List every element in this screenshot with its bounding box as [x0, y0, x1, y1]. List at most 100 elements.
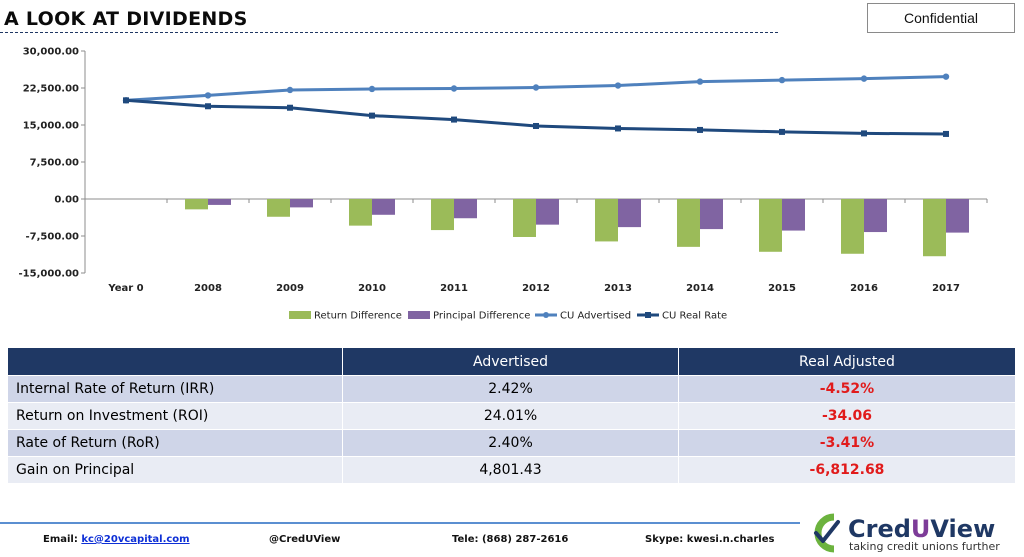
bar-principal-difference — [946, 199, 969, 233]
logo-wordmark: CredUView — [848, 515, 995, 543]
real-adjusted-value: -34.06 — [678, 402, 1017, 430]
bar-return-difference — [185, 199, 208, 210]
point-cu-advertised — [942, 73, 950, 80]
point-cu-real-rate — [205, 103, 211, 110]
metric-label: Internal Rate of Return (IRR) — [8, 375, 344, 403]
point-cu-real-rate — [123, 97, 129, 104]
legend-swatch-return-difference — [289, 311, 311, 319]
metric-label: Rate of Return (RoR) — [8, 429, 344, 457]
bar-principal-difference — [372, 199, 395, 215]
table-header-blank — [8, 348, 344, 376]
dividends-chart: 30,000.00 22,500.00 15,000.00 7,500.00 0.00 -… — [19, 47, 988, 322]
results-table: Advertised Real Adjusted Internal Rate o… — [8, 348, 1017, 483]
footer-phone: Tele: (868) 287-2616 — [452, 534, 569, 545]
point-cu-real-rate — [943, 130, 949, 137]
bar-return-difference — [513, 199, 536, 237]
point-cu-real-rate — [697, 126, 703, 133]
x-tick-label: 2012 — [522, 283, 550, 294]
page-title-text: A LOOK AT DIVIDENDS — [4, 8, 248, 30]
title-divider — [0, 32, 778, 33]
footer-email-link[interactable]: kc@20vcapital.com — [81, 534, 190, 545]
bar-principal-difference — [290, 199, 313, 208]
point-cu-advertised — [368, 85, 376, 93]
x-tick-label: 2017 — [932, 283, 960, 294]
page-title: A LOOK AT DIVIDENDS — [4, 8, 248, 30]
point-cu-real-rate — [615, 125, 621, 132]
legend-label-cu-real-rate: CU Real Rate — [662, 311, 727, 322]
point-cu-advertised — [450, 85, 458, 92]
y-tick-label: -15,000.00 — [19, 269, 79, 280]
advertised-value: 2.42% — [342, 375, 679, 403]
y-tick-label: 7,500.00 — [30, 158, 79, 169]
chart-legend: Return Difference Principal Difference CU … — [289, 311, 727, 322]
bar-principal-difference — [454, 199, 477, 219]
footer-skype: Skype: kwesi.n.charles — [645, 534, 775, 545]
real-adjusted-value: -4.52% — [678, 375, 1017, 403]
table-header-row: Advertised Real Adjusted — [8, 348, 1017, 376]
legend-marker-cu-advertised — [543, 312, 549, 318]
footer-email: Email: kc@20vcapital.com — [43, 534, 190, 545]
footer-handle: @CredUView — [269, 534, 341, 545]
logo-mark-icon — [814, 513, 840, 553]
table-row: Internal Rate of Return (IRR) 2.42% -4.5… — [8, 375, 1017, 403]
bar-return-difference — [595, 199, 618, 242]
point-cu-real-rate — [861, 130, 867, 137]
point-cu-real-rate — [779, 128, 785, 135]
point-cu-real-rate — [451, 116, 457, 123]
table-row: Rate of Return (RoR) 2.40% -3.41% — [8, 429, 1017, 457]
advertised-value: 4,801.43 — [342, 456, 679, 483]
point-cu-advertised — [696, 78, 704, 85]
bar-return-difference — [677, 199, 700, 247]
bar-return-difference — [267, 199, 290, 217]
legend-marker-cu-real-rate — [645, 312, 651, 318]
bar-return-difference — [923, 199, 946, 257]
point-cu-advertised — [778, 76, 786, 84]
creduview-logo: CredUView taking credit unions further — [814, 513, 1000, 553]
legend-label-cu-advertised: CU Advertised — [560, 311, 631, 322]
metric-label: Gain on Principal — [8, 456, 344, 483]
bar-return-difference — [431, 199, 454, 231]
point-cu-advertised — [614, 82, 622, 89]
point-cu-advertised — [532, 84, 540, 91]
x-tick-label: 2011 — [440, 283, 468, 294]
legend-label-return-difference: Return Difference — [314, 311, 402, 322]
table-header-advertised: Advertised — [342, 348, 679, 376]
chart-axes: 30,000.00 22,500.00 15,000.00 7,500.00 0.00 -… — [19, 47, 988, 294]
x-tick-label: 2015 — [768, 283, 796, 294]
table-header-real-adjusted: Real Adjusted — [678, 348, 1017, 376]
y-tick-label: 15,000.00 — [23, 121, 79, 132]
x-tick-label: 2016 — [850, 283, 878, 294]
legend-label-principal-difference: Principal Difference — [433, 311, 530, 322]
advertised-value: 24.01% — [342, 402, 679, 430]
bar-principal-difference — [618, 199, 641, 228]
bar-principal-difference — [864, 199, 887, 233]
logo-view: View — [930, 515, 995, 543]
x-tick-label: Year 0 — [107, 283, 143, 294]
point-cu-advertised — [286, 86, 294, 94]
x-tick-label: 2008 — [194, 283, 222, 294]
footer-divider — [0, 522, 800, 524]
point-cu-advertised — [204, 92, 212, 99]
x-tick-label: 2009 — [276, 283, 304, 294]
bar-principal-difference — [782, 199, 805, 231]
bar-return-difference — [349, 199, 372, 226]
x-tick-label: 2010 — [358, 283, 386, 294]
advertised-value: 2.40% — [342, 429, 679, 457]
logo-tagline: taking credit unions further — [849, 540, 1000, 553]
x-tick-label: 2013 — [604, 283, 632, 294]
table-row: Gain on Principal 4,801.43 -6,812.68 — [8, 456, 1017, 483]
bar-principal-difference — [700, 199, 723, 230]
real-adjusted-value: -3.41% — [678, 429, 1017, 457]
bar-return-difference — [759, 199, 782, 252]
y-tick-label: 0.00 — [54, 195, 79, 206]
footer-email-label: Email: — [43, 534, 78, 545]
logo-cred: Cred — [848, 515, 911, 543]
real-adjusted-value: -6,812.68 — [678, 456, 1017, 483]
metric-label: Return on Investment (ROI) — [8, 402, 344, 430]
y-tick-label: 22,500.00 — [23, 84, 79, 95]
table-row: Return on Investment (ROI) 24.01% -34.06 — [8, 402, 1017, 430]
point-cu-real-rate — [533, 122, 539, 129]
legend-swatch-principal-difference — [408, 311, 430, 319]
chart-lines — [122, 73, 950, 137]
x-tick-label: 2014 — [686, 283, 714, 294]
